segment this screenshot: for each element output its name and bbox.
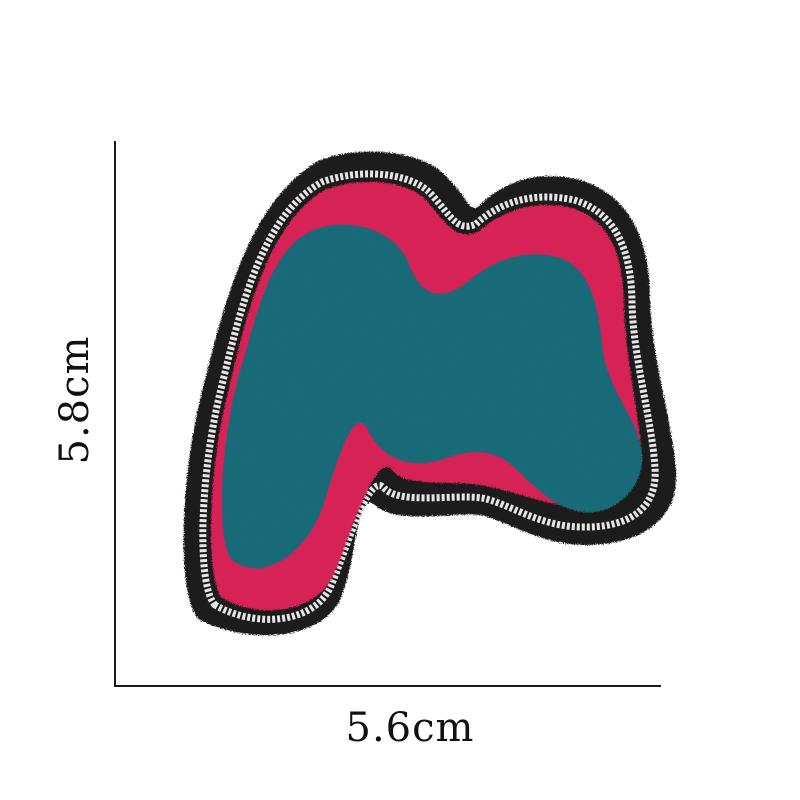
width-measure-line bbox=[114, 685, 661, 687]
width-label: 5.6cm bbox=[345, 705, 475, 751]
patch-chenille-texture bbox=[222, 224, 643, 569]
height-label: 5.8cm bbox=[52, 335, 98, 465]
patch-stitch-edge bbox=[199, 170, 659, 623]
height-measure-line bbox=[114, 141, 116, 686]
